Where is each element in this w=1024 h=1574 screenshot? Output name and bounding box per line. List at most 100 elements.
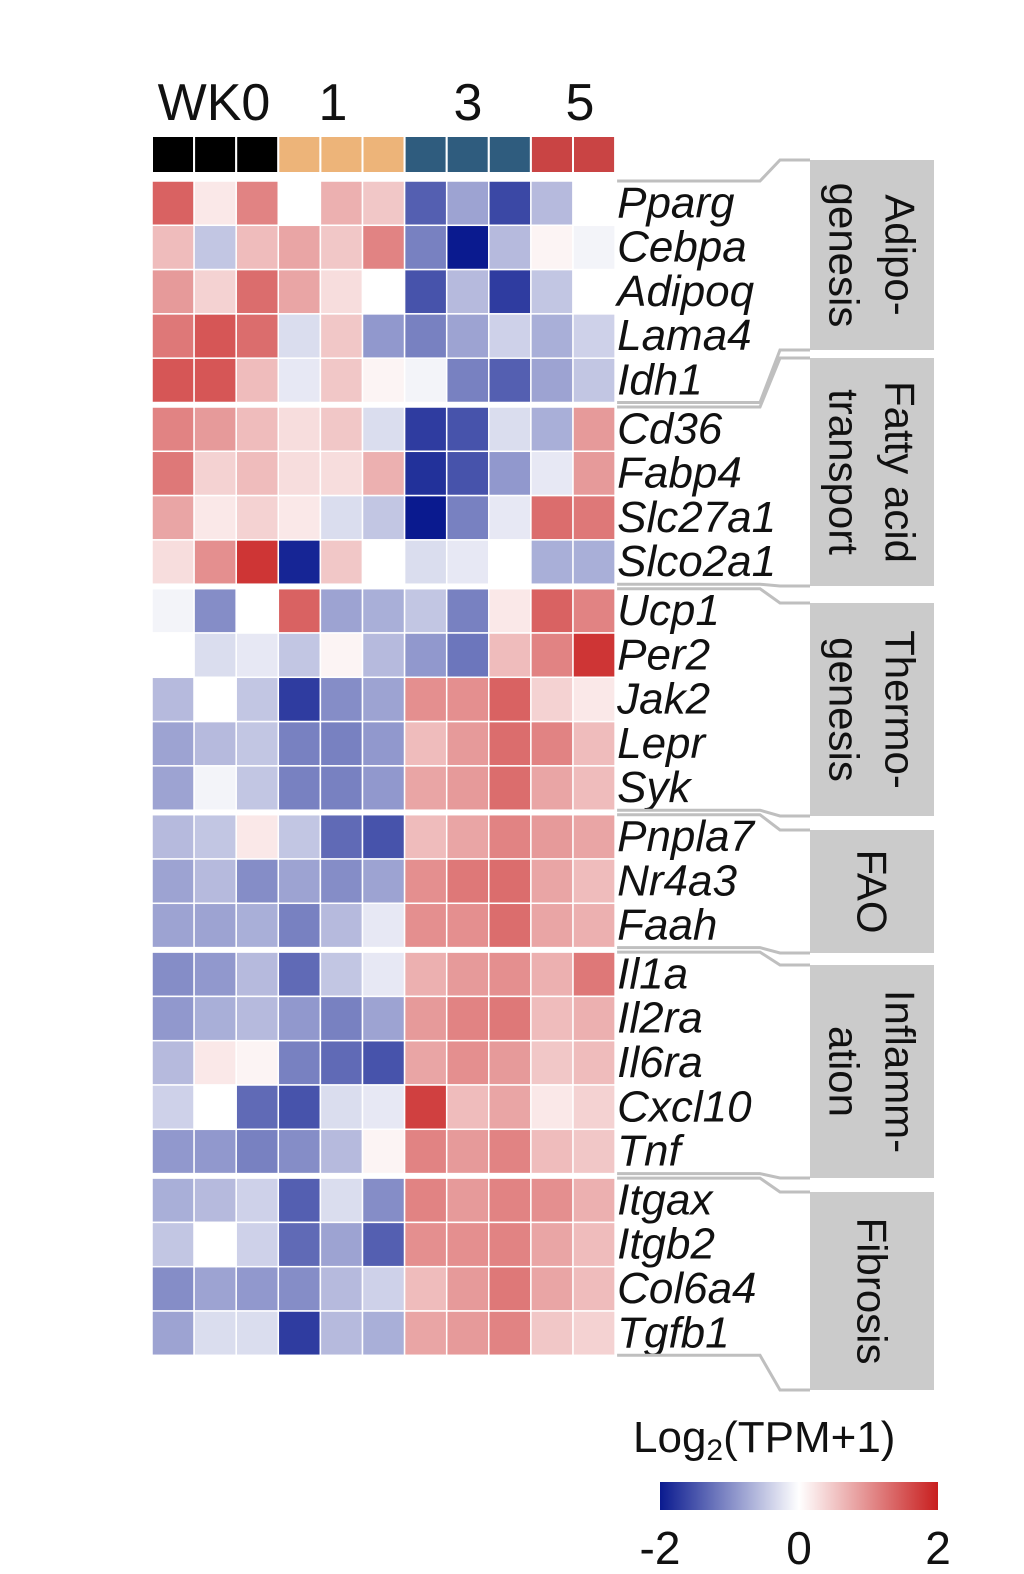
- gene-label: Slco2a1: [617, 537, 776, 586]
- heatmap-cell: [319, 357, 364, 404]
- heatmap-cell: [235, 765, 280, 811]
- color-legend: Log2(TPM+1) -2 0 2: [633, 1413, 951, 1574]
- heatmap-cell: [277, 1310, 322, 1357]
- heatmap-cell: [235, 268, 280, 315]
- heatmap-cell: [235, 902, 280, 949]
- legend-tick-label: 0: [786, 1522, 812, 1574]
- heatmap-cell: [403, 494, 448, 541]
- heatmap-cell: [572, 1084, 616, 1131]
- heatmap-cell: [151, 1177, 195, 1224]
- heatmap-cell: [530, 587, 574, 634]
- gene-label: Pparg: [617, 178, 735, 227]
- heatmap-cell: [403, 676, 448, 723]
- category-bracket: [617, 356, 810, 588]
- heatmap-cell: [403, 995, 448, 1042]
- heatmap-cell: [403, 720, 448, 767]
- column-annotation-cell: [319, 135, 364, 174]
- column-group-label: WK0: [158, 74, 271, 132]
- heatmap-cell: [319, 1177, 364, 1224]
- heatmap-cell: [361, 268, 406, 315]
- heatmap-cell: [361, 632, 406, 679]
- heatmap-cell: [193, 450, 237, 497]
- heatmap-cell: [235, 951, 280, 998]
- heatmap-cell: [572, 951, 616, 998]
- gene-label: Cebpa: [617, 223, 747, 272]
- heatmap-cell: [151, 1128, 195, 1175]
- heatmap-cell: [361, 224, 406, 271]
- heatmap-cell: [403, 632, 448, 679]
- heatmap-cell: [151, 1084, 195, 1131]
- heatmap-cell: [193, 313, 237, 359]
- heatmap-cell: [361, 813, 406, 860]
- column-annotation-cell: [403, 135, 448, 174]
- heatmap-cell: [193, 224, 237, 271]
- gene-label: Nr4a3: [617, 856, 737, 905]
- heatmap-cell: [530, 494, 574, 541]
- heatmap-cell: [193, 587, 237, 634]
- category-label: ation: [821, 1026, 868, 1117]
- category-box: [810, 830, 934, 953]
- heatmap-cell: [403, 313, 448, 359]
- heatmap-cell: [319, 1310, 364, 1357]
- heatmap-cell: [235, 1221, 280, 1268]
- category-label: Adipo-: [877, 194, 924, 315]
- heatmap-cell: [445, 1128, 490, 1175]
- gene-label: Idh1: [617, 356, 703, 405]
- heatmap-cell: [319, 1039, 364, 1086]
- category-box: [810, 965, 934, 1178]
- heatmap-cell: [361, 1084, 406, 1131]
- heatmap-cell: [403, 1221, 448, 1268]
- heatmap-cell: [277, 1265, 322, 1312]
- heatmap-cell: [572, 995, 616, 1042]
- heatmap-cell: [277, 951, 322, 998]
- heatmap-cell: [572, 1128, 616, 1175]
- heatmap-cell: [235, 858, 280, 905]
- category-bracket: [617, 1176, 810, 1392]
- heatmap-cell: [530, 676, 574, 723]
- heatmap-cell: [361, 1310, 406, 1357]
- heatmap-cell: [445, 902, 490, 949]
- column-group-labels: WK0 1 3 5: [158, 74, 595, 132]
- heatmap-cell: [277, 357, 322, 404]
- heatmap-cell: [403, 1128, 448, 1175]
- heatmap-cell: [319, 813, 364, 860]
- heatmap-cell: [572, 632, 616, 679]
- heatmap-cell: [319, 224, 364, 271]
- column-annotation-cell: [277, 135, 322, 174]
- heatmap-cell: [488, 1265, 532, 1312]
- category-label: genesis: [821, 637, 868, 782]
- heatmap-cell: [361, 180, 406, 227]
- heatmap-cell: [488, 902, 532, 949]
- heatmap-cell: [235, 224, 280, 271]
- heatmap-cell: [361, 313, 406, 359]
- heatmap-cell: [277, 813, 322, 860]
- heatmap-cell: [572, 1221, 616, 1268]
- heatmap-cell: [277, 587, 322, 634]
- heatmap-cell: [277, 1221, 322, 1268]
- category-label: Inflamm-: [877, 990, 924, 1153]
- heatmap-cell: [361, 951, 406, 998]
- heatmap-cell: [319, 676, 364, 723]
- heatmap-cell: [319, 995, 364, 1042]
- heatmap-cell: [193, 268, 237, 315]
- heatmap-cell: [151, 995, 195, 1042]
- heatmap-cell: [361, 587, 406, 634]
- heatmap-cell: [488, 406, 532, 453]
- heatmap-cell: [193, 180, 237, 227]
- gene-label: Tgfb1: [617, 1308, 730, 1357]
- heatmap-cell: [572, 450, 616, 497]
- heatmap-cell: [530, 1310, 574, 1357]
- heatmap-cell: [530, 720, 574, 767]
- heatmap-cell: [572, 676, 616, 723]
- heatmap-cell: [151, 951, 195, 998]
- heatmap-cell: [403, 858, 448, 905]
- category-bracket: [617, 158, 810, 404]
- heatmap-cell: [319, 1084, 364, 1131]
- heatmap-cell: [530, 1128, 574, 1175]
- category-bracket: [617, 950, 810, 1180]
- heatmap-cell: [361, 1177, 406, 1224]
- heatmap-cell: [277, 1084, 322, 1131]
- gene-label: Lama4: [617, 311, 752, 360]
